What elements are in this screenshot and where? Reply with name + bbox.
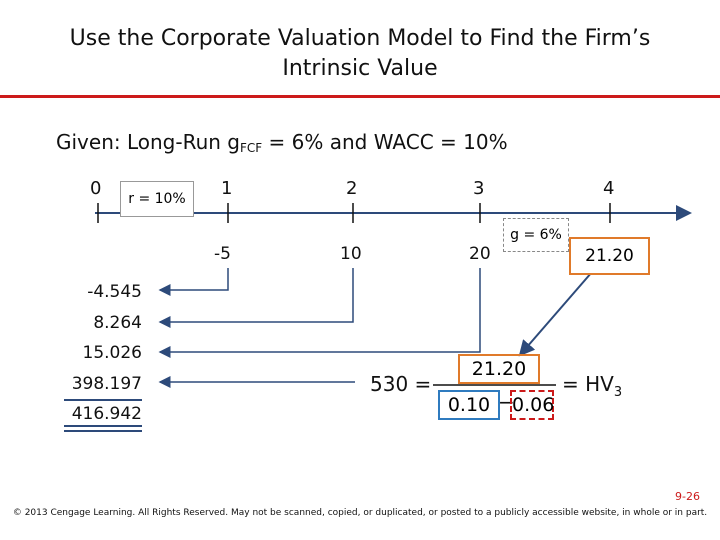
equation-numerator: 21.20 [458,354,540,384]
title-rule [0,95,720,98]
equation-rhs-text: = HV [562,372,614,396]
given-statement: Given: Long-Run gFCF = 6% and WACC = 10% [56,130,508,155]
cash-flow-4-box: 21.20 [569,237,650,275]
period-0: 0 [90,178,102,199]
copyright-notice: © 2013 Cengage Learning. All Rights Rese… [12,508,708,518]
hv-arrow [518,271,593,357]
equation-rhs: = HV3 [562,372,622,400]
period-4: 4 [603,178,615,199]
given-suffix: = 6% and WACC = 10% [262,130,508,154]
period-3: 3 [473,178,485,199]
pv-1: -4.545 [87,282,142,302]
given-prefix: Given: Long-Run g [56,130,240,154]
cash-flow-1: -5 [214,244,231,264]
equation-wacc: 0.10 [438,390,500,420]
discount-line-2 [158,268,354,328]
slide-title: Use the Corporate Valuation Model to Fin… [20,24,700,84]
rate-label-box: r = 10% [120,181,194,217]
title-line-2: Intrinsic Value [282,56,438,81]
period-1: 1 [221,178,233,199]
growth-label-box: g = 6% [503,218,569,252]
equation-lhs: 530 = [370,372,432,396]
cash-flow-2: 10 [340,244,362,264]
pv-total: 416.942 [71,404,142,424]
discount-line-3 [158,268,481,358]
pv-2: 8.264 [93,313,142,333]
pv-3: 15.026 [82,343,142,363]
given-subscript: FCF [239,141,263,155]
equation-growth: 0.06 [510,390,554,420]
period-2: 2 [346,178,358,199]
equation-rhs-subscript: 3 [613,385,623,400]
cash-flow-3: 20 [469,244,491,264]
title-line-1: Use the Corporate Valuation Model to Fin… [69,26,651,51]
pv-4: 398.197 [71,374,142,394]
slide-number: 9-26 [675,490,700,503]
discount-line-1 [158,268,229,296]
